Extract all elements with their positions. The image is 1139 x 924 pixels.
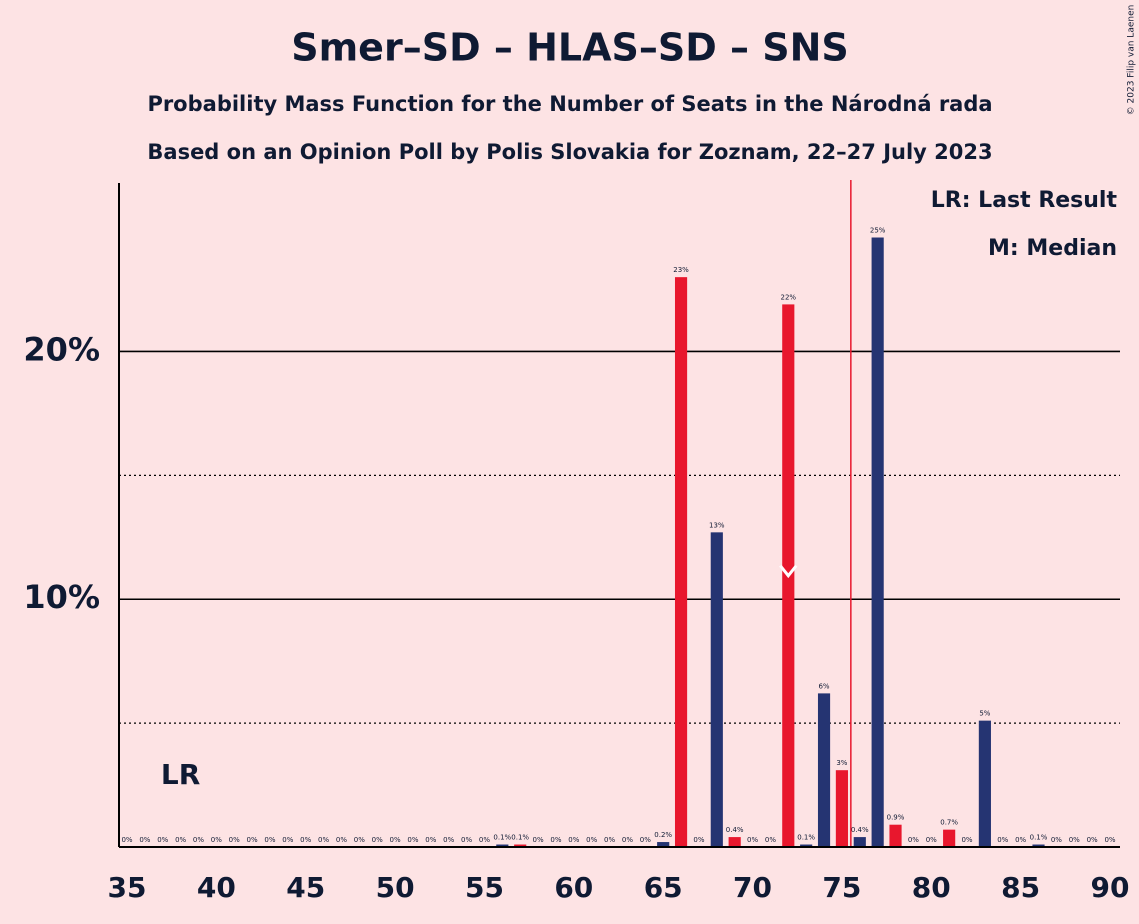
value-label: 23% bbox=[673, 266, 689, 274]
x-tick-label: 55 bbox=[465, 871, 504, 904]
value-label: 0% bbox=[372, 836, 383, 844]
value-label: 0% bbox=[318, 836, 329, 844]
bar bbox=[728, 837, 741, 847]
value-label: 0% bbox=[175, 836, 186, 844]
value-label: 0% bbox=[461, 836, 472, 844]
value-label: 0.7% bbox=[940, 819, 958, 827]
bar bbox=[978, 720, 991, 847]
value-label: 0% bbox=[640, 836, 651, 844]
value-label: 25% bbox=[870, 227, 886, 235]
bar bbox=[514, 844, 527, 847]
bar bbox=[853, 837, 866, 847]
value-label: 0% bbox=[1051, 836, 1062, 844]
x-tick-label: 35 bbox=[108, 871, 147, 904]
value-label: 0% bbox=[693, 836, 704, 844]
y-tick-label: 20% bbox=[23, 330, 100, 368]
value-label: 0% bbox=[926, 836, 937, 844]
value-label: 0% bbox=[247, 836, 258, 844]
bar bbox=[871, 237, 884, 848]
median-marker bbox=[779, 564, 798, 579]
x-tick-label: 90 bbox=[1091, 871, 1130, 904]
value-label: 0% bbox=[336, 836, 347, 844]
legend-entry: M: Median bbox=[988, 236, 1117, 261]
value-label: 0% bbox=[193, 836, 204, 844]
value-label: 0% bbox=[747, 836, 758, 844]
value-label: 0% bbox=[568, 836, 579, 844]
value-label: 0% bbox=[586, 836, 597, 844]
bar bbox=[710, 532, 723, 847]
value-label: 0% bbox=[533, 836, 544, 844]
value-label: 0% bbox=[139, 836, 150, 844]
bar bbox=[496, 844, 509, 847]
x-tick-label: 85 bbox=[1001, 871, 1040, 904]
bar bbox=[943, 829, 956, 847]
value-label: 0% bbox=[229, 836, 240, 844]
value-label: 0.1% bbox=[511, 834, 529, 842]
value-label: 0% bbox=[425, 836, 436, 844]
x-tick-label: 70 bbox=[733, 871, 772, 904]
value-label: 0% bbox=[121, 836, 132, 844]
value-label: 0% bbox=[997, 836, 1008, 844]
bar bbox=[674, 277, 688, 847]
value-label: 0% bbox=[1015, 836, 1026, 844]
value-label: 0.2% bbox=[654, 831, 672, 839]
last-result-label: LR bbox=[161, 758, 200, 791]
value-label: 0% bbox=[443, 836, 454, 844]
value-label: 22% bbox=[781, 293, 797, 301]
value-label: 0.1% bbox=[493, 834, 511, 842]
value-label: 0% bbox=[479, 836, 490, 844]
value-label: 0% bbox=[765, 836, 776, 844]
legend-entry: LR: Last Result bbox=[931, 188, 1118, 213]
value-label: 0.4% bbox=[726, 826, 744, 834]
bar bbox=[1032, 844, 1045, 847]
value-label: 0% bbox=[157, 836, 168, 844]
x-tick-label: 75 bbox=[822, 871, 861, 904]
value-label: 6% bbox=[818, 682, 829, 690]
value-label: 0.1% bbox=[797, 834, 815, 842]
value-label: 0% bbox=[264, 836, 275, 844]
bar bbox=[800, 844, 813, 847]
bar bbox=[835, 770, 848, 847]
value-label: 0.1% bbox=[1030, 834, 1048, 842]
subtitle: Based on an Opinion Poll by Polis Slovak… bbox=[147, 140, 992, 164]
copyright: © 2023 Filip van Laenen bbox=[1127, 5, 1137, 116]
y-tick-label: 10% bbox=[23, 578, 100, 616]
value-label: 0% bbox=[282, 836, 293, 844]
value-label: 0% bbox=[390, 836, 401, 844]
value-label: 0% bbox=[1069, 836, 1080, 844]
value-label: 0% bbox=[407, 836, 418, 844]
value-label: 0% bbox=[908, 836, 919, 844]
value-label: 5% bbox=[979, 710, 990, 718]
bar bbox=[889, 824, 902, 847]
x-tick-label: 45 bbox=[286, 871, 325, 904]
x-tick-label: 40 bbox=[197, 871, 236, 904]
value-label: 13% bbox=[709, 521, 725, 529]
subtitle: Probability Mass Function for the Number… bbox=[147, 92, 992, 116]
value-label: 0% bbox=[300, 836, 311, 844]
bar bbox=[657, 842, 670, 847]
value-label: 0.9% bbox=[887, 814, 905, 822]
x-tick-label: 80 bbox=[912, 871, 951, 904]
x-tick-label: 65 bbox=[644, 871, 683, 904]
value-label: 3% bbox=[836, 759, 847, 767]
chart-title: Smer–SD – HLAS–SD – SNS bbox=[291, 26, 849, 70]
value-label: 0% bbox=[1104, 836, 1115, 844]
value-label: 0% bbox=[961, 836, 972, 844]
value-label: 0% bbox=[1087, 836, 1098, 844]
x-tick-label: 60 bbox=[554, 871, 593, 904]
value-label: 0% bbox=[550, 836, 561, 844]
value-label: 0.4% bbox=[851, 826, 869, 834]
bar bbox=[817, 693, 831, 847]
x-tick-label: 50 bbox=[376, 871, 415, 904]
value-label: 0% bbox=[604, 836, 615, 844]
value-label: 0% bbox=[211, 836, 222, 844]
value-label: 0% bbox=[354, 836, 365, 844]
value-label: 0% bbox=[622, 836, 633, 844]
